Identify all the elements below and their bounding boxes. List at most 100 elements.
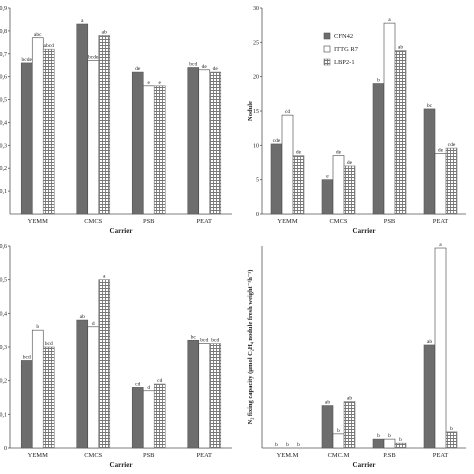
bar-cfn42 [423,108,436,215]
y-tick-label: 0,4 [0,311,7,317]
bar-ittg-r7 [87,60,100,215]
y-axis-label: N₂ fixing capacity (µmol C₂H₄ nodule fre… [247,270,254,425]
significance-letter: b [337,428,340,434]
y-tick-label: 0,9 [0,6,7,12]
chart-panel-3: 00,10,20,30,40,50,6bcdbbcdYEMMabdaCMCScd… [0,244,232,469]
y-tick-label: 0,6 [0,75,7,81]
bar-ittg-r7 [87,326,100,449]
bar-lbp2-1 [343,401,356,449]
bar-lbp2-1 [209,343,222,449]
bar-ittg-r7 [31,37,44,215]
category-label: YEMM [28,218,48,225]
significance-letter: e [148,80,151,86]
y-tick-label: 10 [253,143,259,149]
bar-cfn42 [423,344,436,449]
y-tick-label: 0,3 [0,345,7,351]
significance-letter: d [92,321,95,327]
bar-ittg-r7 [142,390,155,449]
y-tick-label: 0,1 [0,412,7,418]
significance-letter: b [36,324,39,330]
y-tick-label: 0,4 [0,120,7,126]
bar-lbp2-1 [394,442,407,449]
bar-lbp2-1 [42,48,55,215]
significance-letter: cd [285,109,290,115]
category-label: CMC.M [328,452,350,459]
significance-letter: de [202,64,208,70]
significance-letter: de [336,150,342,156]
y-tick-label: 15 [253,109,259,115]
bar-cfn42 [20,62,33,215]
x-axis-label: Carrier [353,461,376,469]
chart-panel-1: 0,10,20,30,40,50,60,70,80,9bcdeabcabcdYE… [0,6,232,235]
bar-ittg-r7 [198,343,211,449]
significance-letter: bcd [23,354,31,360]
bar-lbp2-1 [153,383,166,449]
significance-letter: a [439,242,442,248]
bar-lbp2-1 [343,165,356,215]
bar-lbp2-1 [292,155,305,215]
y-tick-label: 0,6 [0,244,7,250]
bar-cfn42 [321,405,334,449]
y-tick-label: 0,7 [0,52,7,58]
x-axis-label: Carrier [110,227,133,235]
bar-cfn42 [187,339,200,449]
bar-cfn42 [372,438,385,449]
bar-lbp2-1 [98,279,111,449]
significance-letter: d [147,385,150,391]
category-label: PEAT [433,218,449,225]
significance-letter: a [81,18,84,24]
significance-letter: bcde [88,55,99,61]
significance-letter: e [326,174,329,180]
category-label: PEAT [196,452,212,459]
y-tick-label: 30 [253,6,259,12]
significance-letter: cde [273,138,281,144]
significance-letter: de [213,66,219,72]
y-tick-label: 20 [253,75,259,81]
category-label: PSB [143,218,155,225]
category-label: PEAT [433,452,449,459]
bar-ittg-r7 [142,85,155,215]
significance-letter: ab [102,29,107,35]
legend-swatch [323,32,331,40]
legend: CFN42 ITTG R7 LBP2-1 [323,32,359,66]
significance-letter: ab [427,339,432,345]
significance-letter: ab [325,400,330,406]
significance-letter: a [388,17,391,23]
bar-cfn42 [321,179,334,215]
significance-letter: cd [135,381,140,387]
bar-cfn42 [270,143,283,215]
x-axis-label: Carrier [110,461,133,469]
y-tick-label: 0 [256,212,259,218]
significance-letter: de [296,150,302,156]
bar-lbp2-1 [42,346,55,449]
significance-letter: b [275,442,278,448]
significance-letter: bc [427,103,433,109]
significance-letter: de [347,160,353,166]
significance-letter: ab [80,314,85,320]
bar-ittg-r7 [281,114,294,215]
significance-letter: bc [191,334,197,340]
bar-ittg-r7 [383,22,396,215]
bar-ittg-r7 [434,153,447,215]
y-tick-label: 0,1 [0,189,7,195]
legend-entry: LBP2-1 [334,59,355,66]
category-label: YEMM [28,452,48,459]
bar-ittg-r7 [434,247,447,449]
bar-cfn42 [20,360,33,449]
bar-cfn42 [372,83,385,215]
bar-ittg-r7 [198,69,211,215]
legend-entry: ITTG R7 [334,46,359,53]
significance-letter: b [399,437,402,443]
significance-letter: a [103,274,106,280]
bar-cfn42 [76,319,89,449]
y-tick-label: 25 [253,40,259,46]
significance-letter: bcde [22,57,33,63]
y-tick-label: 5 [256,178,259,184]
category-label: PSB [143,452,155,459]
y-tick-label: 0,2 [0,379,7,385]
x-axis-label: Carrier [353,227,376,235]
significance-letter: ab [347,396,352,402]
bar-lbp2-1 [209,71,222,215]
